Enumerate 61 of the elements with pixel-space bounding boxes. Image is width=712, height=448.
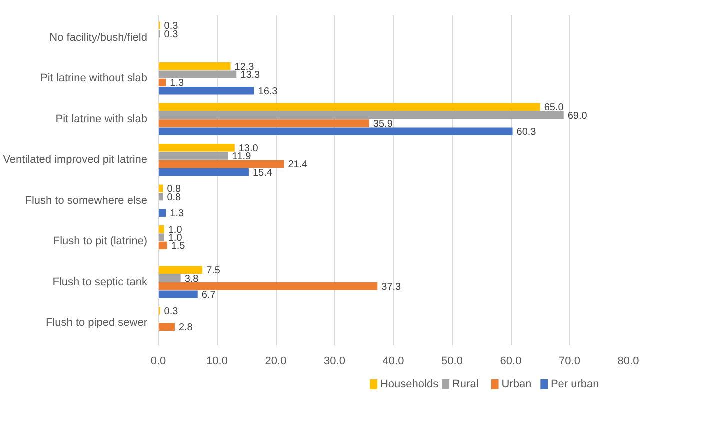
bar (158, 62, 231, 70)
data-label: 3.8 (184, 274, 200, 285)
x-tick-label: 80.0 (618, 356, 640, 368)
data-label: 69.0 (568, 110, 588, 122)
bar (158, 120, 370, 128)
y-tick-label: Flush to somewhere else (25, 194, 148, 207)
bar (158, 160, 284, 168)
data-label: 16.3 (258, 86, 278, 98)
y-tick-label: Flush to pit (latrine) (53, 236, 148, 248)
x-tick-label: 20.0 (265, 356, 287, 368)
data-label: 0.8 (167, 192, 182, 204)
x-tick-label: 0.0 (150, 356, 166, 368)
legend-label: Households (380, 378, 440, 390)
y-tick-label: Flush to piped sewer (46, 317, 148, 330)
legend-label: Per urban (550, 378, 600, 390)
data-label: 1.3 (170, 78, 184, 90)
data-label: 2.8 (178, 322, 194, 334)
y-tick-label: Pit latrine without slab (40, 72, 148, 85)
y-tick-label: Ventilated improved pit latrine (3, 154, 148, 166)
data-label: 13.3 (240, 70, 261, 82)
bar (158, 282, 378, 290)
bar (158, 323, 175, 332)
data-label: 37.3 (382, 282, 402, 293)
bar (158, 128, 513, 136)
bar (158, 274, 181, 282)
data-label: 0.3 (164, 29, 179, 40)
x-tick-label: 30.0 (324, 356, 346, 368)
legend-label: Urban (502, 378, 532, 390)
data-label: 7.5 (206, 266, 221, 277)
data-label: 65.0 (544, 102, 564, 114)
bar (158, 242, 168, 250)
bar (158, 144, 235, 152)
y-tick-label: Pit latrine with slab (56, 113, 148, 126)
x-tick-label: 60.0 (500, 356, 522, 368)
data-label: 21.4 (288, 160, 308, 171)
x-tick-label: 70.0 (559, 356, 580, 368)
x-tick-label: 10.0 (206, 356, 228, 368)
data-label: 11.9 (232, 152, 252, 163)
x-tick-label: 40.0 (382, 356, 404, 368)
bar (158, 266, 203, 274)
bar (158, 87, 254, 95)
data-label: 15.4 (252, 168, 273, 179)
data-label: 1.3 (170, 208, 184, 220)
bar (158, 290, 198, 298)
bar (158, 234, 164, 242)
data-label: 6.7 (202, 290, 216, 302)
data-label: 35.9 (373, 118, 394, 130)
bar (158, 103, 540, 112)
bar (158, 152, 228, 160)
y-tick-label: Flush to septic tank (52, 276, 148, 288)
data-label: 1.5 (171, 241, 186, 252)
x-tick-label: 50.0 (442, 356, 463, 368)
data-label: 0.3 (164, 306, 179, 318)
bar (158, 111, 564, 120)
y-tick-label: No facility/bush/field (50, 32, 148, 44)
bar (158, 70, 237, 78)
data-label: 60.3 (516, 127, 537, 138)
bar (158, 209, 166, 217)
bar (158, 226, 164, 234)
legend-label: Rural (452, 378, 479, 390)
bar (158, 168, 249, 176)
